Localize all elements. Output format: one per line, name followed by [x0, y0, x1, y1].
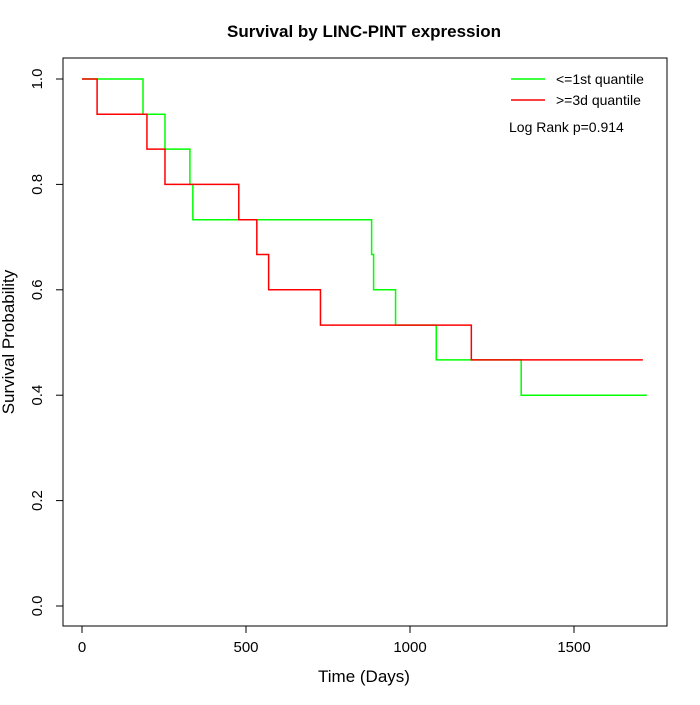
survival-curve-0	[82, 78, 647, 396]
x-tick-label: 1000	[393, 639, 426, 656]
legend-label-0: <=1st quantile	[556, 71, 644, 87]
series-group	[82, 78, 647, 396]
x-tick-label: 1500	[557, 639, 590, 656]
x-tick-label: 500	[233, 639, 258, 656]
log-rank-annotation: Log Rank p=0.914	[509, 119, 624, 135]
y-tick-label: 1.0	[29, 69, 46, 90]
legend-label-1: >=3d quantile	[556, 92, 641, 108]
y-tick-label: 0.4	[29, 385, 46, 406]
y-tick-label: 0.0	[29, 596, 46, 617]
y-tick-label: 0.8	[29, 174, 46, 195]
legend: <=1st quantile >=3d quantile	[511, 71, 644, 108]
survival-curve-1	[82, 78, 643, 361]
x-axis: 0 500 1000 1500	[78, 625, 591, 656]
y-tick-label: 0.6	[29, 279, 46, 300]
x-axis-label: Time (Days)	[318, 667, 410, 686]
y-axis: 0.0 0.2 0.4 0.6 0.8 1.0	[29, 69, 64, 617]
y-axis-label: Survival Probability	[0, 269, 18, 414]
y-tick-label: 0.2	[29, 490, 46, 511]
x-tick-label: 0	[78, 639, 86, 656]
plot-frame	[62, 57, 668, 627]
chart-title: Survival by LINC-PINT expression	[227, 22, 501, 41]
